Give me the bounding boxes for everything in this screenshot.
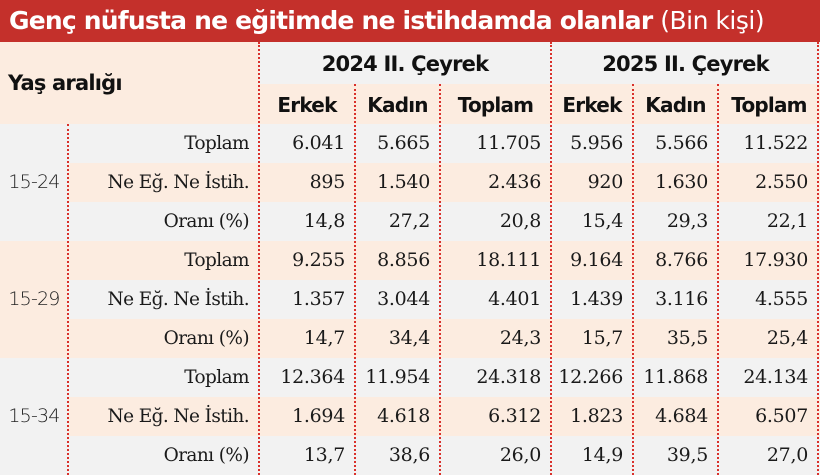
table-cell: 6.507 [755,405,808,427]
row-label: Oranı (%) [163,445,250,466]
table-row [68,163,820,202]
row-label: Toplam [184,367,249,388]
table-cell: 9.164 [570,249,623,271]
table-cell: 5.566 [655,132,708,154]
age-group-label: 15-24 [0,124,68,241]
table-cell: 18.111 [476,249,541,271]
table-cell: 5.665 [377,132,430,154]
table-row [68,202,820,241]
table-cell: 12.266 [558,366,623,388]
table-cell: 13,7 [303,444,345,466]
table-cell: 895 [309,171,346,193]
table-cell: 3.116 [655,288,708,310]
age-range-header-label: Yaş aralığı [8,71,123,95]
divider-label-values [258,42,260,475]
age-range-header: Yaş aralığı [0,42,259,124]
table-cell: 38,6 [388,444,430,466]
divider-2024-2025 [550,42,552,475]
table-cell: 25,4 [766,327,808,349]
column-header-row [259,84,820,124]
table-cell: 5.956 [570,132,623,154]
row-label: Toplam [184,250,249,271]
age-group-label: 15-29 [0,241,68,358]
table-cell: 2.436 [488,171,541,193]
row-label: Ne Eğ. Ne İstih. [107,289,250,310]
divider-2025-kadin-toplam [717,84,719,475]
table-cell: 26,0 [499,444,541,466]
table-row [68,436,820,475]
table-row [68,124,820,163]
table-cell: 1.357 [292,288,345,310]
divider-age-label [67,124,69,475]
table-cell: 14,9 [581,444,623,466]
table-cell: 4.401 [488,288,541,310]
table-cell: 15,4 [581,210,623,232]
divider-2025-erkek-kadin [632,84,634,475]
table-cell: 1.823 [570,405,623,427]
table-cell: 14,8 [303,210,345,232]
table-cell: 15,7 [581,327,623,349]
divider-2024-erkek-kadin [354,84,356,475]
table-cell: 24,3 [499,327,541,349]
table-cell: 11.868 [643,366,708,388]
title-unit: (Bin kişi) [660,6,765,35]
period-label: 2025 II. Çeyrek [602,52,769,76]
column-header-2025-erkek: Erkek [562,93,622,117]
row-label: Oranı (%) [163,211,250,232]
table-cell: 27,2 [388,210,430,232]
table-cell: 20,8 [499,210,541,232]
table-row [68,358,820,397]
column-header-2025-kadin: Kadın [645,93,706,117]
table-cell: 22,1 [766,210,808,232]
table-cell: 1.540 [377,171,430,193]
table-cell: 11.522 [743,132,808,154]
table-title: Genç nüfusta ne eğitimde ne istihdamda o… [0,0,820,42]
table-cell: 24.318 [476,366,541,388]
table-cell: 4.684 [655,405,708,427]
title-main: Genç nüfusta ne eğitimde ne istihdamda o… [9,6,653,35]
table-cell: 920 [587,171,624,193]
row-label: Oranı (%) [163,328,250,349]
table-cell: 6.041 [292,132,345,154]
table-cell: 8.766 [655,249,708,271]
table-row [68,397,820,436]
column-header-2024-kadin: Kadın [367,93,428,117]
period-label: 2024 II. Çeyrek [321,52,489,76]
table-cell: 4.555 [755,288,808,310]
table-cell: 8.856 [377,249,430,271]
table-cell: 4.618 [377,405,430,427]
table-cell: 2.550 [755,171,808,193]
row-label: Ne Eğ. Ne İstih. [107,172,250,193]
table-cell: 24.134 [743,366,808,388]
table-cell: 14,7 [303,327,345,349]
divider-2024-kadin-toplam [439,84,441,475]
age-group-label: 15-34 [0,358,68,475]
table-cell: 39,5 [666,444,708,466]
table-cell: 3.044 [377,288,430,310]
table-cell: 1.694 [292,405,345,427]
column-header-2024-erkek: Erkek [277,93,337,117]
table-cell: 1.439 [570,288,623,310]
table-cell: 29,3 [666,210,708,232]
row-label: Toplam [184,133,249,154]
table-cell: 9.255 [292,249,345,271]
table-cell: 11.705 [476,132,541,154]
row-label: Ne Eğ. Ne İstih. [107,406,250,427]
table-cell: 34,4 [388,327,430,349]
table-cell: 12.364 [280,366,345,388]
table-cell: 27,0 [766,444,808,466]
divider-right-edge [817,42,819,475]
period-header-2025: 2025 II. Çeyrek [551,42,820,84]
column-header-2025-toplam: Toplam [731,93,807,117]
table-row [68,241,820,280]
table-row [68,280,820,319]
table-cell: 11.954 [365,366,430,388]
table-cell: 17.930 [743,249,808,271]
period-header-2024: 2024 II. Çeyrek [259,42,551,84]
table-cell: 6.312 [488,405,541,427]
column-header-2024-toplam: Toplam [457,93,534,117]
table-cell: 1.630 [655,171,708,193]
table-cell: 35,5 [666,327,708,349]
table-row [68,319,820,358]
